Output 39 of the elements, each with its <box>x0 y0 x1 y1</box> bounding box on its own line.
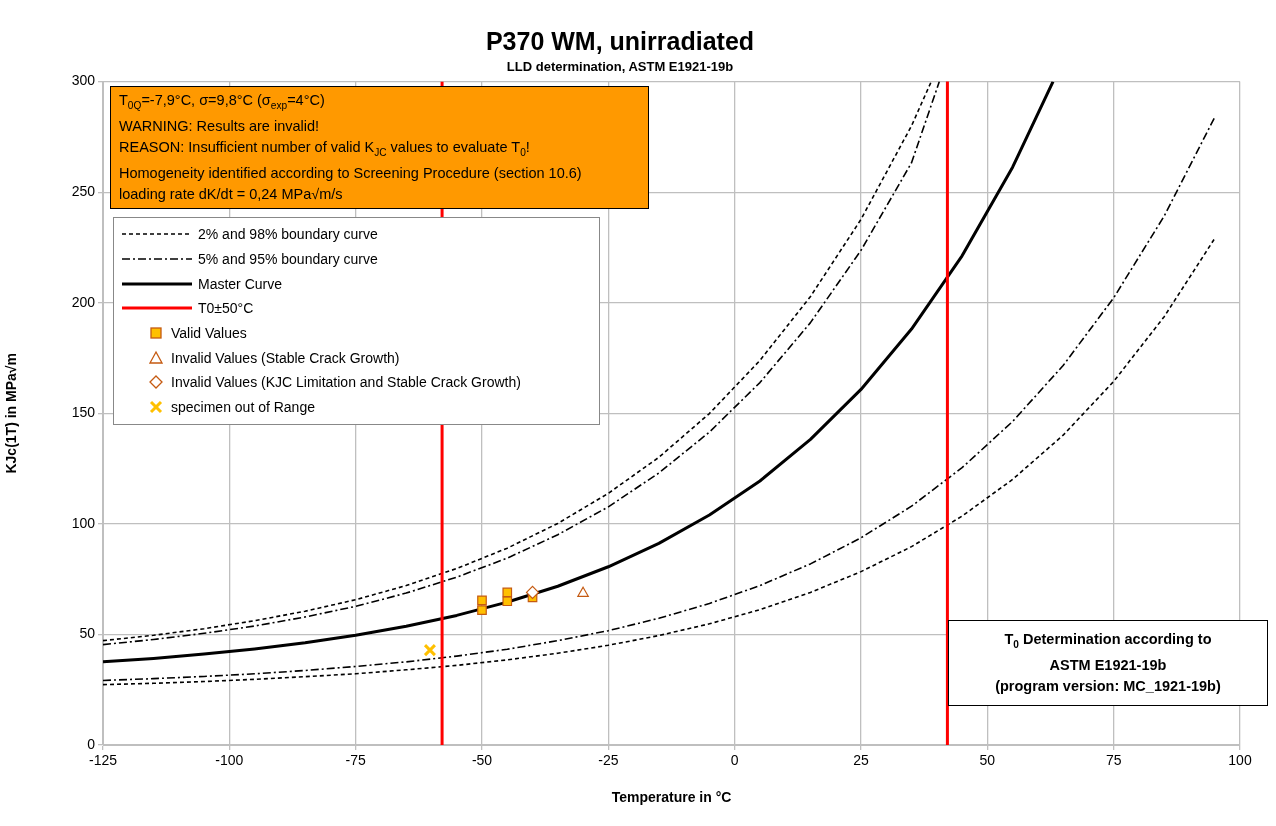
x-tick-label: -25 <box>598 752 619 769</box>
x-tick-label: -75 <box>345 752 366 769</box>
legend-label: Invalid Values (Stable Crack Growth) <box>171 349 400 366</box>
x-axis-title: Temperature in °C <box>611 789 732 806</box>
x-tick-label: -100 <box>215 752 244 769</box>
point <box>502 587 513 598</box>
point <box>477 605 487 615</box>
y-tick-label: 100 <box>71 514 96 531</box>
legend-label: Invalid Values (KJC Limitation and Stable Crack Growth) <box>171 374 521 391</box>
x-tick-label: -125 <box>88 752 118 769</box>
point <box>577 586 589 597</box>
point <box>423 643 437 657</box>
legend-label: specimen out of Range <box>171 399 315 416</box>
x-tick-label: 50 <box>979 752 996 769</box>
legend-label: Valid Values <box>171 325 247 342</box>
y-axis-title: KJc(1T) in MPa√m <box>3 353 20 474</box>
x-tick-label: 25 <box>853 752 869 769</box>
x-tick-label: 75 <box>1105 752 1122 769</box>
legend-label: 2% and 98% boundary curve <box>198 226 378 243</box>
y-tick-label: 250 <box>71 183 96 200</box>
x-tick-label: 0 <box>730 752 739 769</box>
x-tick-label: 100 <box>1228 752 1252 769</box>
point <box>502 596 513 607</box>
point <box>477 595 487 606</box>
legend-label: 5% and 95% boundary curve <box>198 251 378 268</box>
y-tick-label: 50 <box>79 625 96 642</box>
text-box: T$_{0Q}$=-7,9°C, σ=9,8°C (σ$_{exp}$=4°C) WARNING: Results are invalid! REASON: Insufficient number of valid K$_{JC}$ values to evaluate T$_{0}$! Homogeneity identified according to Screening Procedure (section 10.6) loading rate dK/dt = 0,24 MPa√m/s <box>110 86 649 209</box>
y-tick-label: 200 <box>71 293 96 310</box>
line-series <box>103 116 1216 682</box>
y-tick-label: 150 <box>71 404 96 421</box>
y-tick-label: 300 <box>71 72 96 89</box>
chart-title: P370 WM, unirradiated <box>485 26 755 55</box>
x-tick-label: -50 <box>471 752 493 769</box>
legend-label: T0±50°C <box>198 300 254 317</box>
point <box>525 585 540 600</box>
y-tick-label: 0 <box>87 735 96 752</box>
chart-subtitle: LLD determination, ASTM E1921-19b <box>506 59 734 75</box>
text-box: T$_{0}$ Determination according to ASTM E1921-19b (program version: MC_1921-19b) <box>948 620 1268 706</box>
legend-label: Master Curve <box>198 275 283 292</box>
